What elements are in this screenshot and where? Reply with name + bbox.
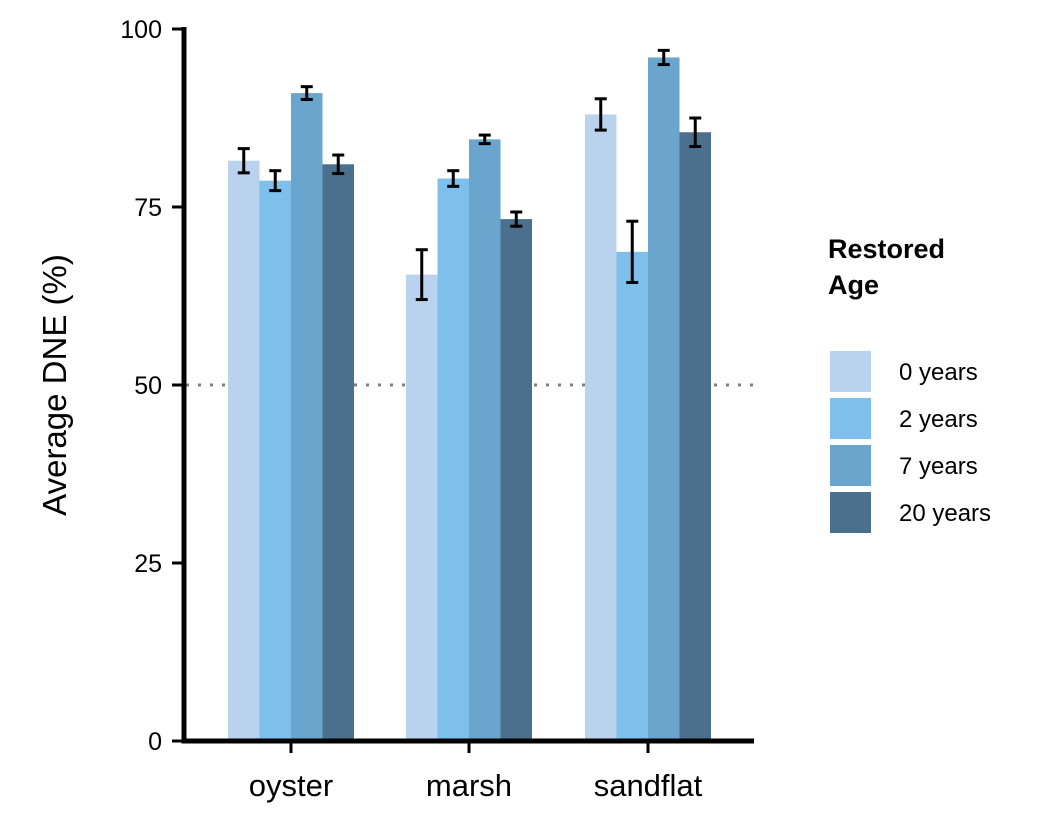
error-bar-oyster-0-years [237,147,250,175]
y-tick-label-50: 50 [134,372,162,400]
y-tick-label-75: 75 [134,194,162,222]
x-ticks-layer: oyster marsh sandflat [249,741,703,803]
bar-oyster-0-years [228,160,260,742]
bar-sandflat-0-years [585,114,617,741]
legend-item-20-years: 20 years [830,492,991,533]
legend-items: 0 years 2 years 7 years 20 years [830,351,991,533]
y-ticks-layer: 0 25 50 75 100 [120,16,184,756]
error-bar-oyster-20-years [332,153,345,176]
bar-marsh-7-years [469,139,501,742]
bar-marsh-2-years [437,178,469,741]
legend-item-7-years: 7 years [830,445,978,486]
legend-label: 2 years [899,406,978,433]
error-bar-marsh-7-years [478,133,491,146]
legend-item-0-years: 0 years [830,351,978,392]
legend-title-line1: Restored [828,234,945,264]
y-tick-label-100: 100 [120,16,162,44]
legend-swatch [830,398,871,439]
bar-oyster-2-years [259,180,291,741]
x-tick-label-marsh: marsh [426,768,512,803]
bar-sandflat-20-years [679,132,711,742]
bar-marsh-0-years [406,274,438,741]
error-bar-sandflat-7-years [657,48,670,67]
bar-oyster-7-years [291,93,323,741]
error-bar-marsh-2-years [447,169,460,188]
legend-label: 7 years [899,453,978,480]
bar-marsh-20-years [500,219,532,741]
y-tick-label-25: 25 [134,550,162,578]
error-bars-layer [237,48,702,302]
y-tick-label-0: 0 [148,728,162,756]
bar-oyster-20-years [322,164,354,741]
error-bar-sandflat-0-years [594,97,607,132]
x-tick-label-oyster: oyster [249,768,333,803]
x-tick-label-sandflat: sandflat [594,768,703,803]
error-bar-oyster-7-years [300,85,313,101]
error-bar-marsh-0-years [415,248,428,302]
legend-label: 0 years [899,359,978,386]
legend-title-line2: Age [828,270,879,300]
error-bar-oyster-2-years [269,169,282,193]
legend-item-2-years: 2 years [830,398,978,439]
legend-label: 20 years [899,500,991,527]
bar-sandflat-7-years [648,57,680,742]
error-bar-sandflat-20-years [689,116,702,148]
legend: Restored Age 0 years 2 years 7 years 20 yea… [828,234,991,533]
error-bar-marsh-20-years [510,210,523,228]
legend-swatch [830,445,871,486]
error-bar-sandflat-2-years [626,219,639,284]
legend-swatch [830,492,871,533]
legend-swatch [830,351,871,392]
bars-layer [228,57,711,742]
y-axis-title: Average DNE (%) [36,254,73,516]
bar-sandflat-2-years [616,251,648,741]
